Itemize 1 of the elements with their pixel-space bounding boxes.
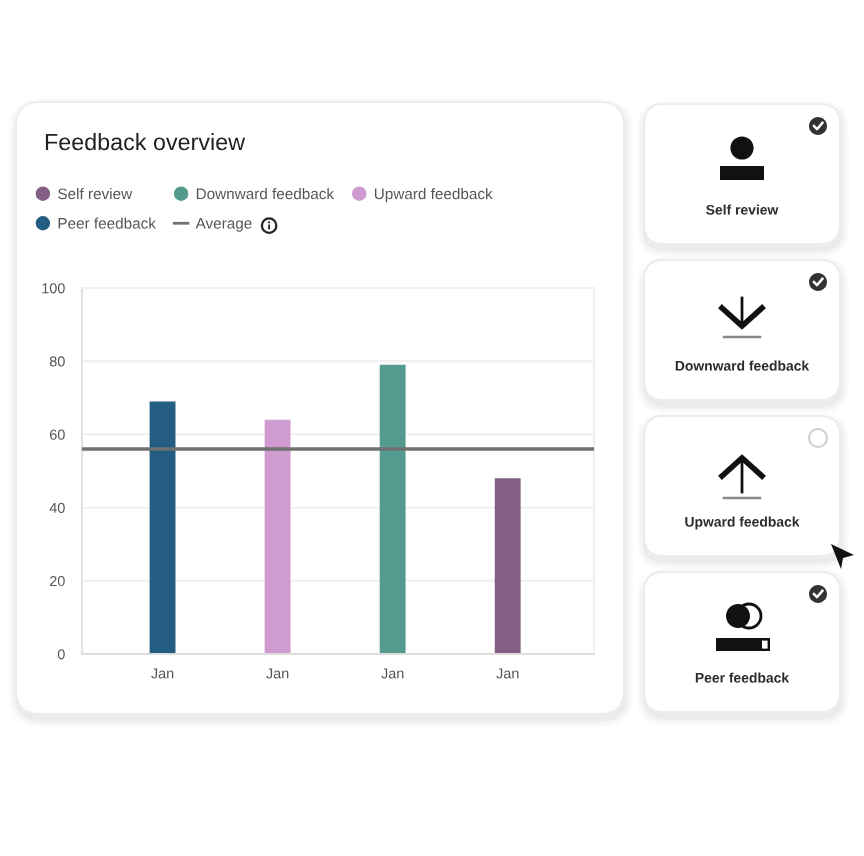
chart-title: Feedback overview <box>45 133 246 151</box>
